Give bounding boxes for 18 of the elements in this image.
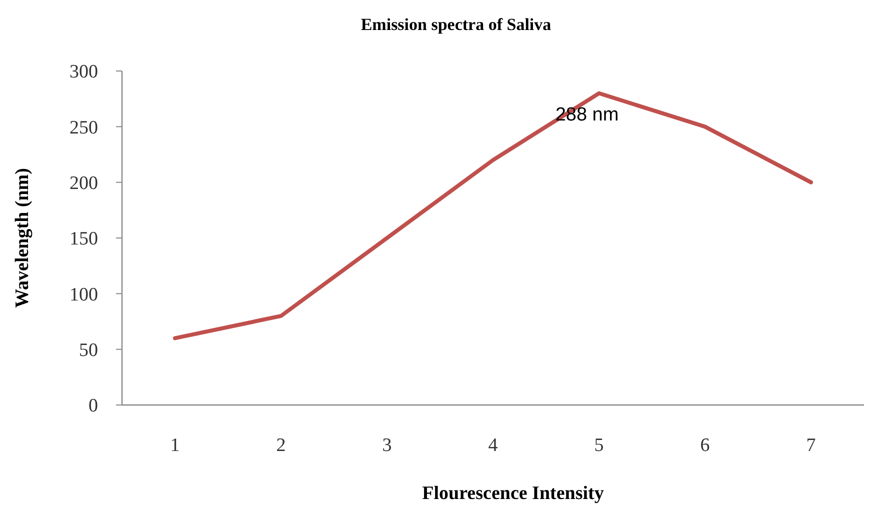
x-tick-label: 5 bbox=[594, 435, 604, 456]
y-tick-label: 150 bbox=[70, 228, 98, 250]
x-tick-label: 4 bbox=[488, 435, 498, 456]
line-series bbox=[173, 91, 813, 340]
y-tick-label: 200 bbox=[70, 172, 98, 194]
x-tick-label: 2 bbox=[276, 435, 286, 456]
y-axis-title: Wavelength (nm) bbox=[12, 168, 33, 308]
y-tick-label: 300 bbox=[70, 62, 98, 83]
x-tick-label: 1 bbox=[170, 435, 180, 456]
x-tick-label: 6 bbox=[700, 435, 710, 456]
y-tick-label: 50 bbox=[79, 340, 98, 361]
y-tick-label: 0 bbox=[88, 396, 98, 417]
y-tick-label: 250 bbox=[70, 117, 98, 138]
y-tick-label: 100 bbox=[70, 284, 98, 306]
x-axis-title: Flourescence Intensity bbox=[422, 483, 604, 504]
chart-title: Emission spectra of Saliva bbox=[360, 15, 552, 34]
x-tick-label: 7 bbox=[806, 435, 816, 456]
x-tick-label: 3 bbox=[382, 435, 392, 456]
